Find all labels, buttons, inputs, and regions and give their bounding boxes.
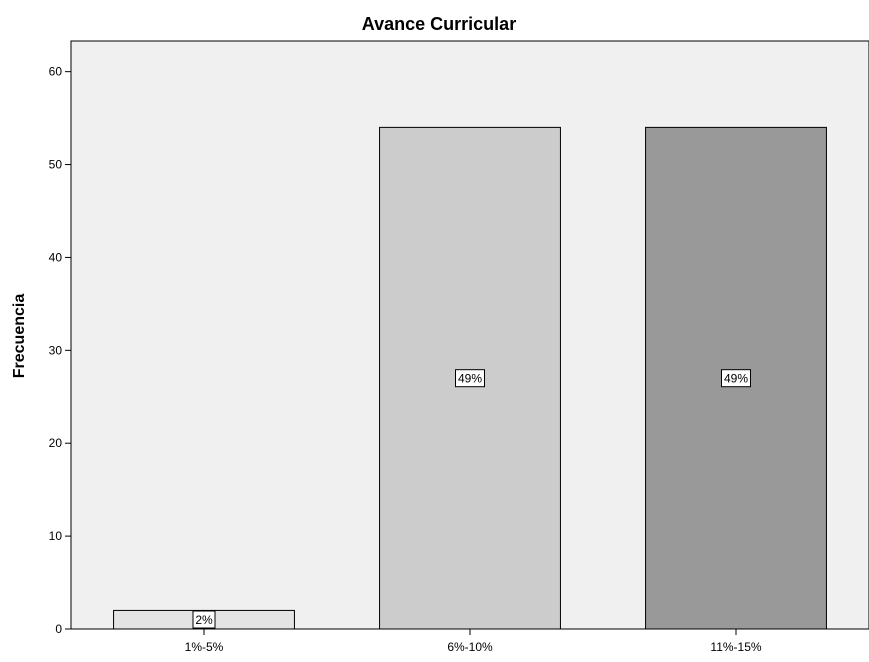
- data-label-box: [455, 369, 485, 388]
- chart-title: Avance Curricular: [362, 14, 516, 34]
- y-tick-label: 50: [49, 158, 63, 172]
- x-tick-label: 11%-15%: [710, 640, 761, 654]
- y-axis-label: Frecuencia: [11, 294, 28, 379]
- y-tick-label: 30: [49, 343, 63, 357]
- y-tick-label: 60: [49, 65, 63, 79]
- data-label: 2%: [195, 613, 213, 627]
- x-tick-label: 1%-5%: [185, 640, 224, 654]
- x-axis: 1%-5% 6%-10% 11%-15%: [185, 629, 762, 654]
- data-label: 49%: [458, 372, 482, 386]
- y-axis: 0 10 20 30 40 50 60: [49, 65, 71, 636]
- data-label-box: [721, 369, 751, 388]
- x-tick-label: 6%-10%: [447, 640, 493, 654]
- y-tick-label: 20: [49, 436, 63, 450]
- y-tick-label: 10: [49, 529, 63, 543]
- y-tick-label: 0: [55, 622, 62, 636]
- data-label: 49%: [724, 372, 748, 386]
- data-label-box: [192, 610, 216, 629]
- y-tick-label: 40: [49, 250, 63, 264]
